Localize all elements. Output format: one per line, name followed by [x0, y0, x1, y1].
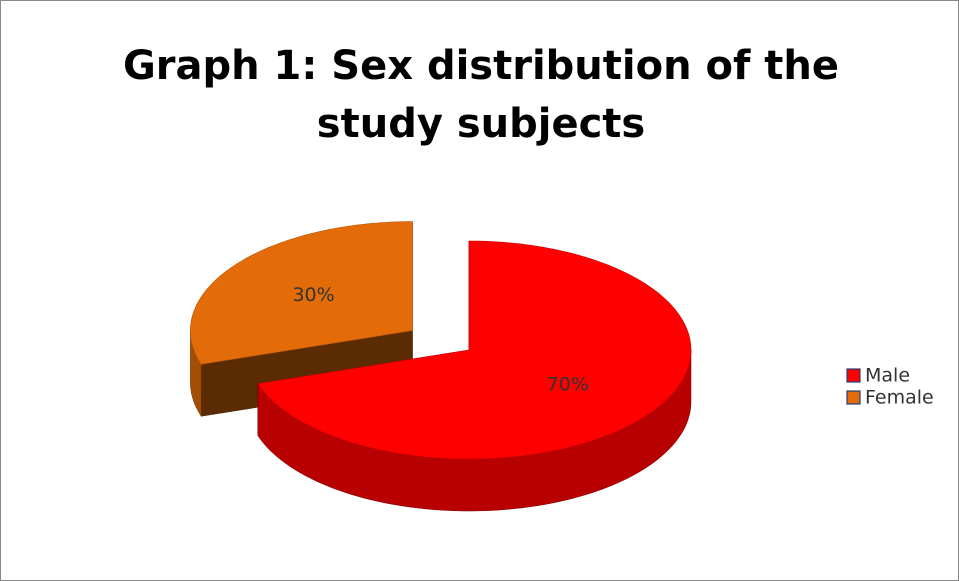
data-label: 70%	[547, 374, 589, 396]
chart-title: Graph 1: Sex distribution of the study s…	[122, 43, 840, 147]
legend-label: Female	[865, 387, 934, 409]
legend-label: Male	[865, 365, 910, 387]
legend-swatch	[846, 390, 861, 405]
slice	[257, 240, 692, 512]
legend-swatch	[846, 368, 861, 383]
slice-top	[190, 221, 413, 365]
slice	[190, 221, 413, 418]
slice-top	[257, 240, 692, 460]
data-label: 30%	[292, 284, 334, 306]
